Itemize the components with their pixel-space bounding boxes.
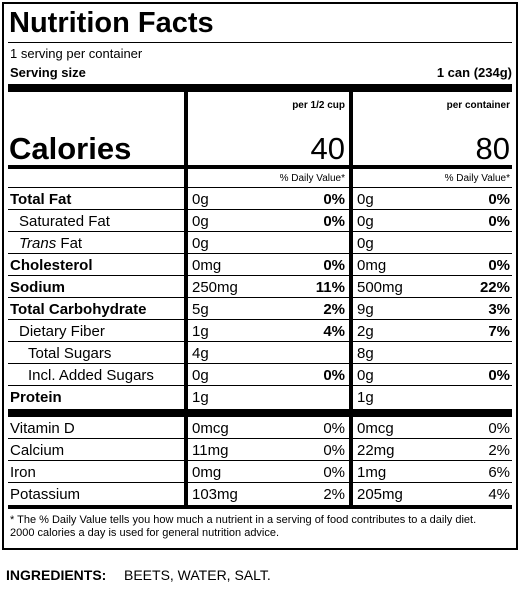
- daily-value: 0%: [323, 213, 345, 230]
- amount: 205mg: [357, 486, 403, 503]
- divider: [8, 275, 512, 276]
- column-divider: [349, 92, 353, 508]
- amount: 4g: [192, 345, 209, 362]
- amount: 0mg: [357, 257, 387, 274]
- daily-value: 2%: [488, 442, 510, 459]
- nutrient-name: Trans Fat: [19, 235, 83, 252]
- ingredients-text: BEETS, WATER, SALT.: [124, 567, 271, 583]
- divider: [8, 363, 512, 364]
- daily-value: 4%: [323, 323, 345, 340]
- dv-header: % Daily Value*: [279, 173, 345, 184]
- amount: 0g: [192, 191, 209, 208]
- amount: 500mg: [357, 279, 403, 296]
- daily-value: 6%: [488, 464, 510, 481]
- amount: 0g: [192, 235, 209, 252]
- daily-value: 0%: [488, 367, 510, 384]
- daily-value: 0%: [323, 367, 345, 384]
- divider: [8, 460, 512, 461]
- amount: 0mg: [192, 257, 222, 274]
- divider: [8, 341, 512, 342]
- amount: 22mg: [357, 442, 395, 459]
- daily-value: 11%: [315, 279, 345, 296]
- amount: 5g: [192, 301, 209, 318]
- daily-value: 2%: [323, 486, 345, 503]
- amount: 1g: [192, 389, 209, 406]
- column-header: per 1/2 cup: [292, 100, 345, 111]
- dv-header: % Daily Value*: [444, 173, 510, 184]
- thick-divider: [8, 505, 512, 509]
- nutrient-name: Dietary Fiber: [19, 323, 105, 340]
- column-header: per container: [446, 100, 510, 111]
- nutrient-name: Calcium: [10, 442, 65, 459]
- amount: 0g: [357, 191, 374, 208]
- amount: 1g: [357, 389, 374, 406]
- amount: 0mcg: [357, 420, 394, 437]
- footnote: * The % Daily Value tells you how much a…: [10, 514, 477, 539]
- daily-value: 0%: [323, 420, 345, 437]
- daily-value: 0%: [323, 464, 345, 481]
- divider: [8, 209, 512, 210]
- nutrient-name: Iron: [10, 464, 36, 481]
- divider: [8, 231, 512, 232]
- serving-size-label: Serving size: [10, 65, 86, 80]
- column-divider: [184, 92, 188, 508]
- amount: 8g: [357, 345, 374, 362]
- calories-value: 40: [310, 131, 345, 166]
- thick-divider: [8, 409, 512, 417]
- nutrient-name: Incl. Added Sugars: [28, 367, 154, 384]
- daily-value: 0%: [488, 257, 510, 274]
- ingredients-label: INGREDIENTS:: [6, 567, 107, 583]
- amount: 1g: [192, 323, 209, 340]
- amount: 0g: [192, 213, 209, 230]
- nutrient-name: Vitamin D: [10, 420, 75, 437]
- label-title: Nutrition Facts: [9, 7, 214, 39]
- nutrient-name: Total Carbohydrate: [10, 301, 147, 318]
- nutrient-name: Protein: [10, 389, 62, 406]
- divider: [8, 42, 512, 43]
- amount: 9g: [357, 301, 374, 318]
- daily-value: 0%: [488, 420, 510, 437]
- nutrient-name: Potassium: [10, 486, 81, 503]
- daily-value: 22%: [479, 279, 510, 296]
- amount: 0mcg: [192, 420, 229, 437]
- label-border: [2, 2, 518, 550]
- divider: [8, 187, 512, 188]
- daily-value: 7%: [488, 323, 510, 340]
- daily-value: 4%: [488, 486, 510, 503]
- thick-divider: [8, 165, 512, 169]
- daily-value: 0%: [488, 191, 510, 208]
- divider: [8, 319, 512, 320]
- divider: [8, 438, 512, 439]
- amount: 0g: [357, 235, 374, 252]
- nutrient-name: Saturated Fat: [19, 213, 110, 230]
- divider: [8, 482, 512, 483]
- daily-value: 0%: [488, 213, 510, 230]
- amount: 1mg: [357, 464, 387, 481]
- divider: [8, 385, 512, 386]
- daily-value: 0%: [323, 257, 345, 274]
- amount: 0mg: [192, 464, 222, 481]
- amount: 2g: [357, 323, 374, 340]
- daily-value: 0%: [323, 191, 345, 208]
- nutrient-name: Total Fat: [10, 191, 72, 208]
- amount: 250mg: [192, 279, 238, 296]
- daily-value: 0%: [323, 442, 345, 459]
- amount: 11mg: [192, 442, 229, 459]
- servings: 1 serving per container: [10, 46, 143, 61]
- thick-divider: [8, 84, 512, 92]
- amount: 0g: [357, 367, 374, 384]
- nutrient-name: Cholesterol: [10, 257, 93, 274]
- daily-value: 3%: [488, 301, 510, 318]
- divider: [8, 297, 512, 298]
- nutrient-name: Total Sugars: [28, 345, 112, 362]
- serving-size-value: 1 can (234g): [436, 65, 512, 80]
- calories-label: Calories: [9, 131, 132, 166]
- calories-value: 80: [475, 131, 510, 166]
- daily-value: 2%: [323, 301, 345, 318]
- nutrient-name: Sodium: [10, 279, 65, 296]
- amount: 0g: [192, 367, 209, 384]
- amount: 103mg: [192, 486, 238, 503]
- amount: 0g: [357, 213, 374, 230]
- divider: [8, 253, 512, 254]
